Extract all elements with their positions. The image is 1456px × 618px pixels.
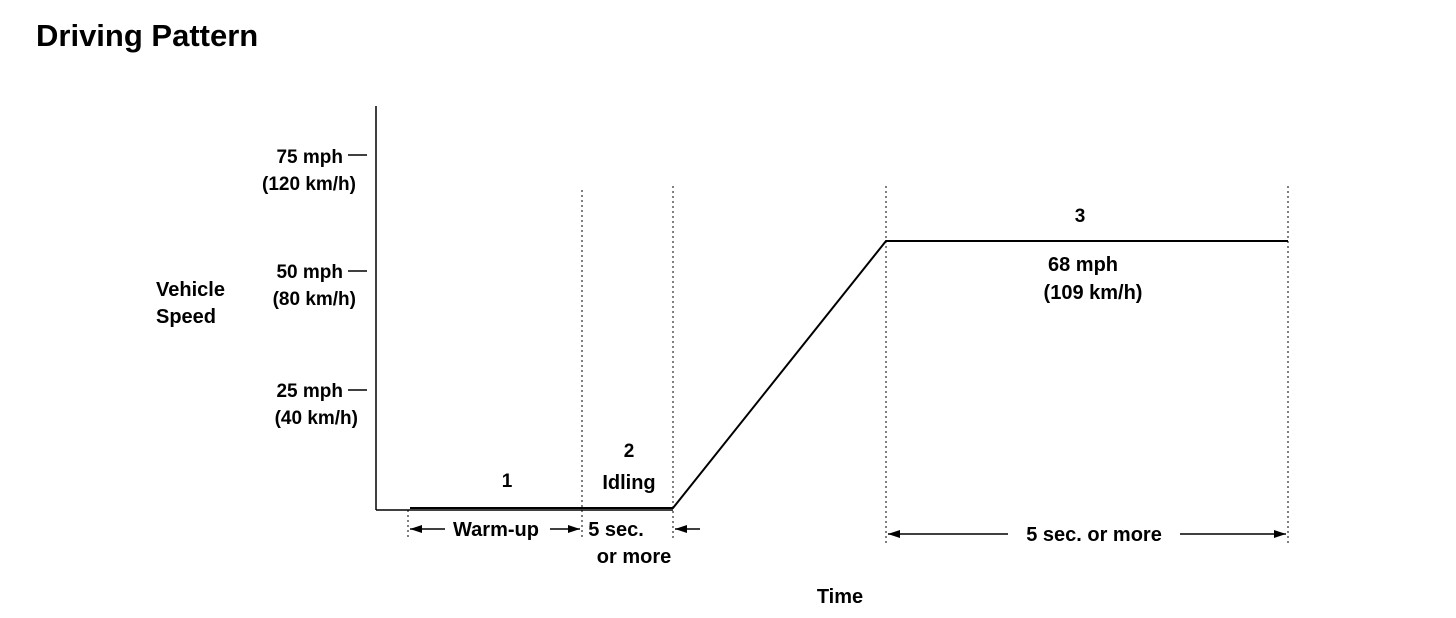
phase-3-duration: 5 sec. or more <box>1026 524 1162 546</box>
phase-2-label: Idling <box>602 472 655 494</box>
phase-3-speed: 68 mph <box>1048 254 1118 276</box>
phase-1-number: 1 <box>502 471 513 492</box>
y-tick-label-50: 50 mph <box>276 262 343 283</box>
y-tick-sublabel-50: (80 km/h) <box>273 289 356 310</box>
phase-3-number: 3 <box>1075 206 1086 227</box>
phase-2-duration-line2: or more <box>597 546 671 568</box>
y-axis-label-line2: Speed <box>156 306 216 328</box>
phase-2-duration-line1: 5 sec. <box>588 519 644 541</box>
phase-1-duration: Warm-up <box>453 519 539 541</box>
speed-profile-line <box>410 240 1288 509</box>
phase-3-speed-kmh: (109 km/h) <box>1044 282 1143 304</box>
y-axis-label-line1: Vehicle <box>156 279 225 301</box>
y-tick-label-25: 25 mph <box>276 381 343 402</box>
y-tick-sublabel-75: (120 km/h) <box>262 174 356 195</box>
y-tick-sublabel-25: (40 km/h) <box>275 408 358 429</box>
phase-2-number: 2 <box>624 441 635 462</box>
y-tick-label-75: 75 mph <box>276 147 343 168</box>
x-axis-label: Time <box>817 586 863 608</box>
page-title: Driving Pattern <box>36 18 259 53</box>
